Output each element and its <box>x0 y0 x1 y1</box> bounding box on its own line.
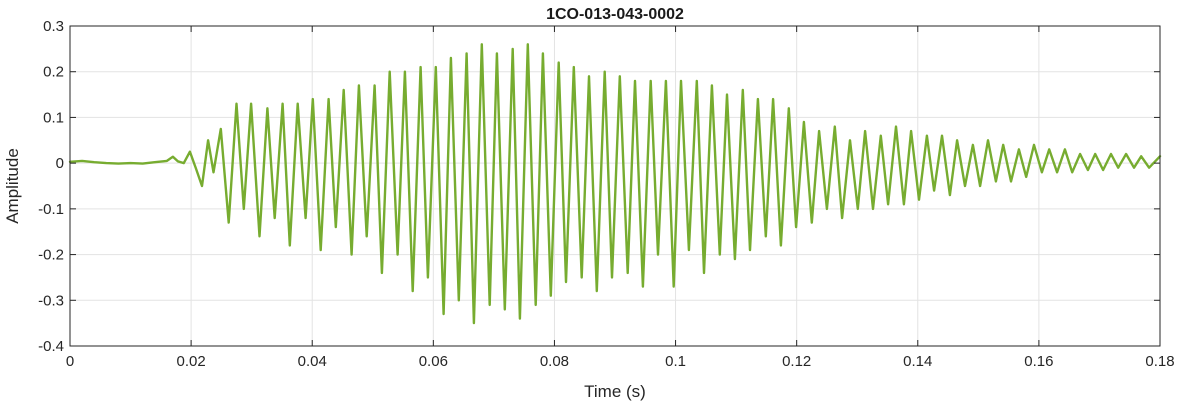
y-tick-label: 0 <box>56 155 64 172</box>
y-tick-label: -0.4 <box>38 338 64 355</box>
x-tick-label: 0.18 <box>1145 353 1174 370</box>
y-tick-label: -0.2 <box>38 247 64 264</box>
x-tick-label: 0.08 <box>540 353 569 370</box>
x-tick-label: 0.12 <box>782 353 811 370</box>
signal-series-line <box>68 43 1162 325</box>
y-axis: 0.3 0.2 0.1 0 -0.1 -0.2 -0.3 -0.4 <box>38 18 1160 355</box>
x-tick-label: 0.02 <box>177 353 206 370</box>
series-layer <box>68 43 1162 325</box>
y-tick-label: 0.3 <box>43 18 64 35</box>
x-tick-label: 0.16 <box>1024 353 1053 370</box>
x-tick-label: 0.14 <box>903 353 932 370</box>
chart-title: 1CO-013-043-0002 <box>546 6 684 23</box>
x-tick-label: 0.04 <box>298 353 327 370</box>
x-tick-label: 0.1 <box>665 353 686 370</box>
y-tick-label: -0.3 <box>38 292 64 309</box>
plot-area-frame <box>69 25 1161 347</box>
y-axis-title: Amplitude <box>3 148 22 224</box>
x-tick-label: 0 <box>66 353 74 370</box>
x-axis-title: Time (s) <box>584 382 646 401</box>
y-tick-label: 0.1 <box>43 109 64 126</box>
x-tick-label: 0.06 <box>419 353 448 370</box>
x-axis: 0 0.02 0.04 0.06 0.08 0.1 0.12 0.14 0.16 0.18 <box>66 26 1175 370</box>
y-tick-label: -0.1 <box>38 201 64 218</box>
y-tick-label: 0.2 <box>43 64 64 81</box>
